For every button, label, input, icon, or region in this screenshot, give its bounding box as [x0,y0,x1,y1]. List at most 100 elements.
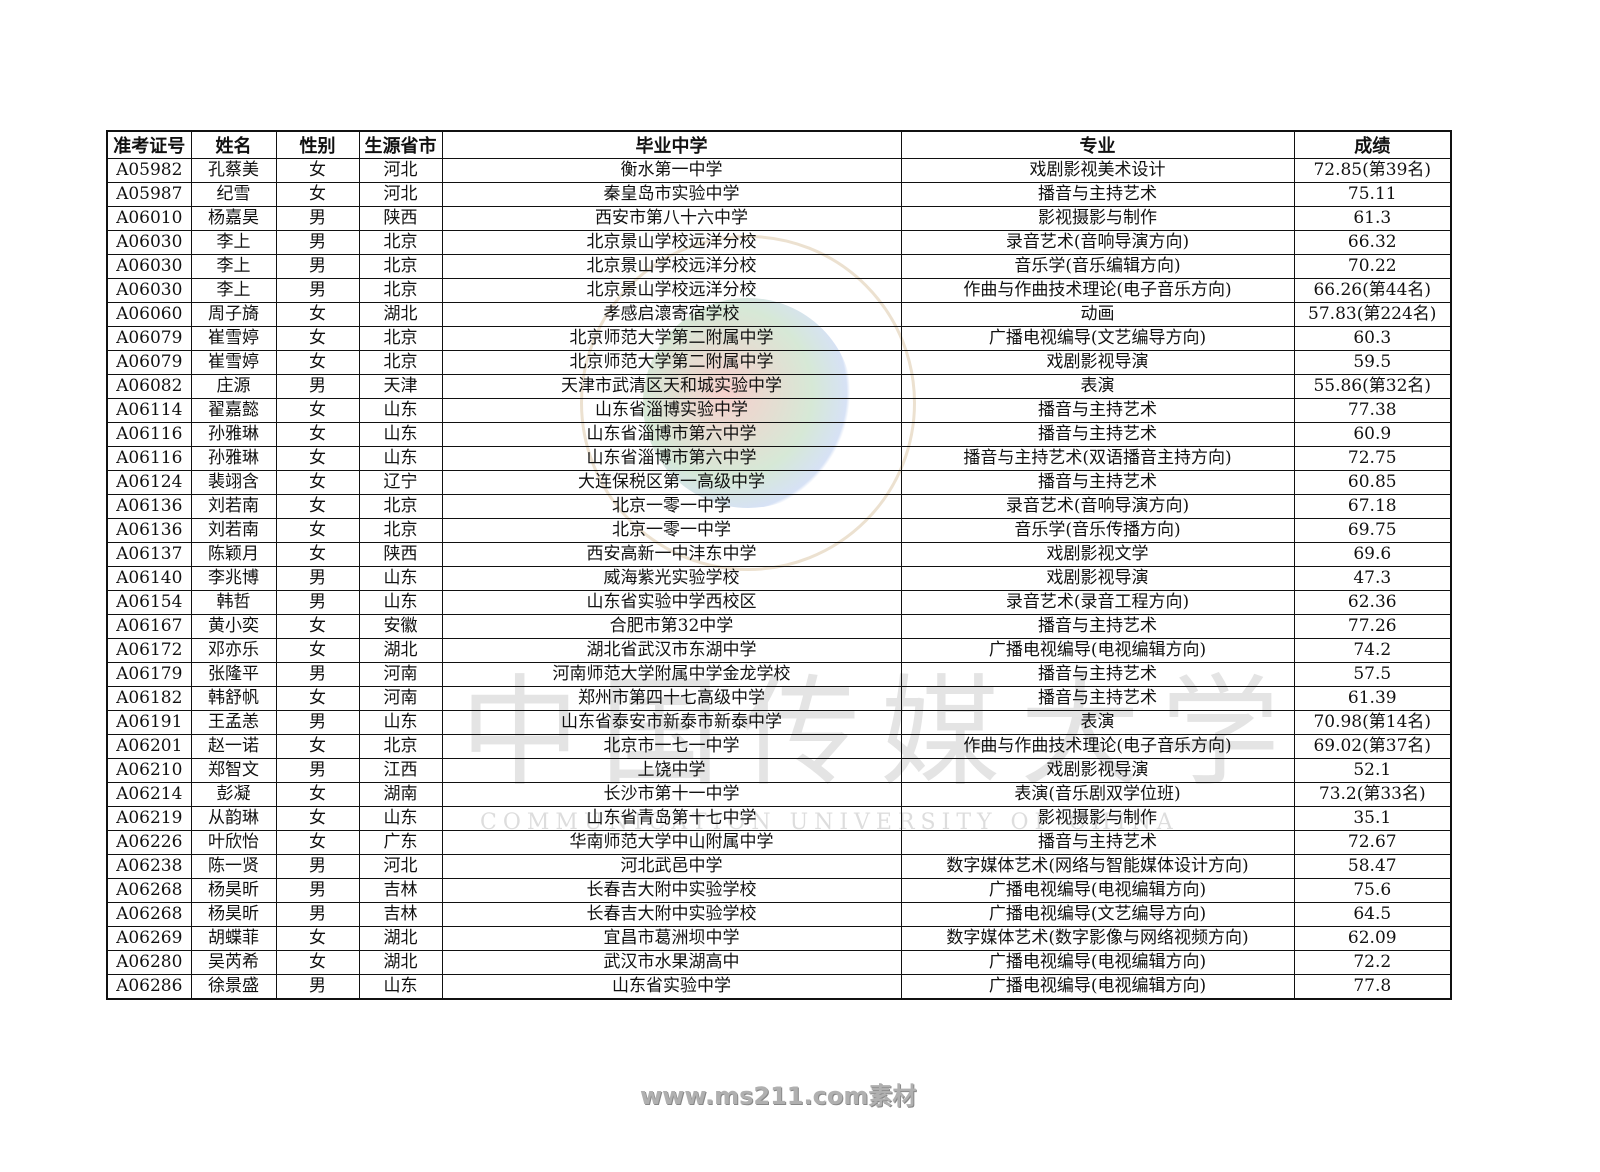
cell-exam-id: A06124 [106,470,192,495]
cell-name: 崔雪婷 [190,326,277,351]
cell-major: 音乐学(音乐编辑方向) [900,254,1295,279]
cell-major: 广播电视编导(电视编辑方向) [900,878,1295,903]
table-row: A06191 王孟恙男山东 山东省泰安市新泰市新泰中学 表演 70.98(第14名) [106,710,1452,735]
cell-exam-id: A06030 [106,278,192,303]
cell-province: 山东 [358,590,443,615]
cell-exam-id: A05987 [106,182,192,207]
table-row: A06124 裴翊含女辽宁 大连保税区第一高级中学 播音与主持艺术 60.85 [106,470,1452,495]
cell-exam-id: A06079 [106,350,192,375]
cell-gender: 男 [275,254,360,279]
cell-province: 北京 [358,254,443,279]
cell-exam-id: A06010 [106,206,192,231]
cell-name: 王孟恙 [190,710,277,735]
cell-exam-id: A06167 [106,614,192,639]
cell-province: 吉林 [358,902,443,927]
cell-province: 北京 [358,494,443,519]
cell-gender: 女 [275,638,360,663]
header-high-school: 毕业中学 [441,130,902,159]
table-row: A06030 李上男北京 北京景山学校远洋分校 作曲与作曲技术理论(电子音乐方向) 66… [106,278,1452,303]
table-row: A06286 徐景盛男山东 山东省实验中学 广播电视编导(电视编辑方向) 77.8 [106,974,1452,1000]
cell-score: 61.3 [1293,206,1452,231]
cell-exam-id: A06116 [106,446,192,471]
header-major: 专业 [900,130,1295,159]
cell-score: 61.39 [1293,686,1452,711]
cell-gender: 男 [275,974,360,1000]
table-row: A06082 庄源男天津 天津市武清区天和城实验中学 表演 55.86(第32名) [106,374,1452,399]
cell-province: 河北 [358,182,443,207]
cell-major: 广播电视编导(电视编辑方向) [900,638,1295,663]
cell-name: 庄源 [190,374,277,399]
cell-province: 山东 [358,710,443,735]
cell-gender: 男 [275,374,360,399]
cell-high-school: 北京景山学校远洋分校 [441,254,902,279]
cell-name: 陈一贤 [190,854,277,879]
table-row: A06116 孙雅琳女山东 山东省淄博市第六中学 播音与主持艺术 60.9 [106,422,1452,447]
cell-province: 广东 [358,830,443,855]
admission-results-table: 准考证号 姓名 性别 生源省市 毕业中学 专业 成绩 A05982 孔蔡美女河北 衡水第一中学戏… [106,130,1452,1000]
cell-score: 60.85 [1293,470,1452,495]
table-row: A06179 张隆平男河南 河南师范大学附属中学金龙学校 播音与主持艺术 57.5 [106,662,1452,687]
cell-exam-id: A06238 [106,854,192,879]
cell-major: 动画 [900,302,1295,327]
cell-exam-id: A06060 [106,302,192,327]
cell-province: 山东 [358,566,443,591]
table-row: A06226 叶欣怡女广东 华南师范大学中山附属中学 播音与主持艺术 72.67 [106,830,1452,855]
cell-gender: 男 [275,566,360,591]
cell-province: 湖北 [358,926,443,951]
cell-province: 山东 [358,422,443,447]
cell-high-school: 北京师范大学第二附属中学 [441,350,902,375]
cell-major: 播音与主持艺术 [900,662,1295,687]
table-row: A06030 李上男北京 北京景山学校远洋分校 音乐学(音乐编辑方向) 70.22 [106,254,1452,279]
cell-score: 60.9 [1293,422,1452,447]
header-score: 成绩 [1293,130,1452,159]
table-row: A06010 杨嘉昊男陕西 西安市第八十六中学 影视摄影与制作 61.3 [106,206,1452,231]
cell-name: 杨昊昕 [190,878,277,903]
cell-exam-id: A06268 [106,878,192,903]
cell-score: 70.98(第14名) [1293,710,1452,735]
table-row: A06214 彭凝女湖南 长沙市第十一中学 表演(音乐剧双学位班) 73.2(第33名) [106,782,1452,807]
cell-exam-id: A06136 [106,518,192,543]
cell-score: 73.2(第33名) [1293,782,1452,807]
cell-score: 72.2 [1293,950,1452,975]
cell-score: 69.02(第37名) [1293,734,1452,759]
cell-score: 77.26 [1293,614,1452,639]
cell-high-school: 北京一零一中学 [441,494,902,519]
table-row: A06079 崔雪婷女北京 北京师范大学第二附属中学 广播电视编导(文艺编导方向) 60… [106,326,1452,351]
cell-province: 江西 [358,758,443,783]
cell-gender: 女 [275,182,360,207]
cell-name: 赵一诺 [190,734,277,759]
cell-province: 河南 [358,686,443,711]
cell-score: 35.1 [1293,806,1452,831]
cell-high-school: 湖北省武汉市东湖中学 [441,638,902,663]
cell-province: 陕西 [358,206,443,231]
cell-name: 孔蔡美 [190,158,277,183]
cell-province: 吉林 [358,878,443,903]
cell-name: 陈颖月 [190,542,277,567]
cell-gender: 男 [275,590,360,615]
cell-high-school: 河北武邑中学 [441,854,902,879]
cell-name: 周子旖 [190,302,277,327]
cell-score: 66.32 [1293,230,1452,255]
header-gender: 性别 [275,130,360,159]
cell-province: 湖北 [358,950,443,975]
cell-major: 播音与主持艺术 [900,470,1295,495]
cell-gender: 男 [275,206,360,231]
cell-exam-id: A06136 [106,494,192,519]
cell-high-school: 北京景山学校远洋分校 [441,278,902,303]
cell-province: 陕西 [358,542,443,567]
cell-gender: 女 [275,158,360,183]
cell-gender: 男 [275,710,360,735]
table-row: A05987 纪雪女河北 秦皇岛市实验中学 播音与主持艺术 75.11 [106,182,1452,207]
cell-major: 录音艺术(音响导演方向) [900,230,1295,255]
cell-province: 河南 [358,662,443,687]
table-row: A06269 胡蝶菲女湖北 宜昌市葛洲坝中学 数字媒体艺术(数字影像与网络视频方向) 6… [106,926,1452,951]
cell-province: 天津 [358,374,443,399]
cell-score: 59.5 [1293,350,1452,375]
cell-province: 辽宁 [358,470,443,495]
cell-exam-id: A06191 [106,710,192,735]
cell-name: 徐景盛 [190,974,277,1000]
cell-exam-id: A06280 [106,950,192,975]
cell-name: 黄小奕 [190,614,277,639]
cell-score: 62.09 [1293,926,1452,951]
cell-high-school: 山东省淄博实验中学 [441,398,902,423]
